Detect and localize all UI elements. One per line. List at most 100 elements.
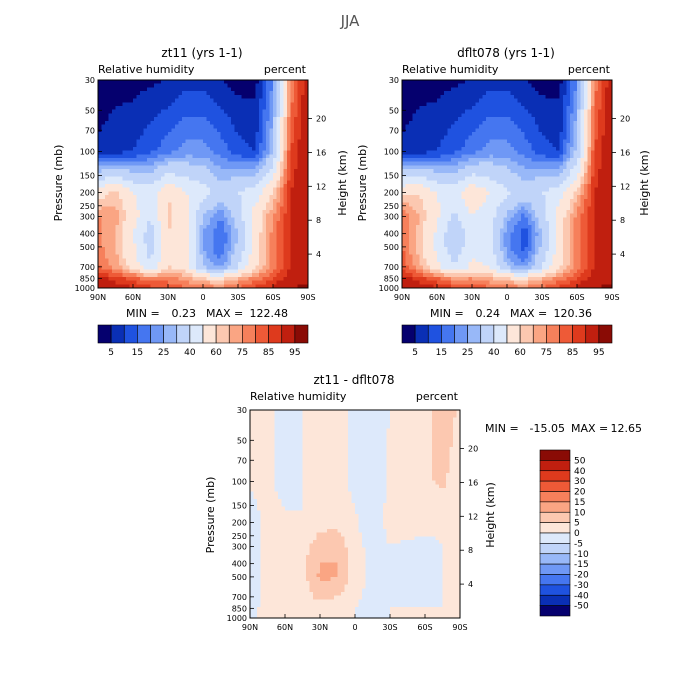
contour-cell: [140, 80, 144, 85]
contour-cell: [259, 284, 263, 289]
contour-cell: [119, 94, 123, 99]
contour-cell: [136, 239, 141, 244]
contour-cell: [461, 109, 466, 114]
contour-cell: [412, 124, 417, 129]
contour-cell: [224, 158, 228, 163]
contour-cell: [294, 213, 298, 218]
contour-cell: [192, 158, 197, 163]
contour-cell: [234, 180, 239, 185]
contour-cell: [168, 172, 172, 177]
contour-cell: [154, 176, 158, 181]
contour-cell: [157, 265, 162, 270]
contour-cell: [203, 143, 207, 148]
contour-cell: [140, 139, 144, 144]
contour-cell: [185, 91, 190, 96]
contour-cell: [563, 146, 567, 151]
contour-cell: [584, 120, 588, 125]
contour-cell: [108, 154, 113, 159]
contour-cell: [510, 83, 515, 88]
contour-cell: [259, 228, 263, 233]
contour-cell: [500, 98, 504, 103]
contour-cell: [196, 172, 200, 177]
contour-cell: [545, 102, 550, 107]
contour-cell: [182, 102, 186, 107]
contour-cell: [552, 106, 557, 111]
contour-cell: [294, 94, 298, 99]
contour-cell: [552, 161, 557, 166]
contour-cell: [213, 221, 218, 226]
contour-cell: [206, 150, 211, 155]
contour-cell: [301, 94, 305, 99]
contour-cell: [227, 154, 232, 159]
contour-cell: [266, 128, 270, 133]
contour-cell: [241, 269, 246, 274]
contour-cell: [133, 224, 137, 229]
contour-cell: [245, 269, 249, 274]
contour-cell: [255, 206, 260, 211]
contour-cell: [213, 146, 218, 151]
contour-cell: [189, 262, 193, 267]
contour-cell: [227, 102, 232, 107]
contour-cell: [426, 139, 431, 144]
contour-cell: [168, 113, 172, 118]
lat-tick-label: 60S: [265, 293, 280, 302]
contour-cell: [210, 139, 214, 144]
contour-cell: [255, 269, 260, 274]
contour-cell: [549, 128, 553, 133]
contour-cell: [182, 146, 186, 151]
contour-cell: [140, 262, 144, 267]
contour-cell: [524, 80, 529, 85]
contour-cell: [234, 273, 239, 278]
contour-cell: [297, 161, 302, 166]
contour-cell: [472, 102, 476, 107]
contour-cell: [559, 139, 564, 144]
contour-cell: [133, 113, 137, 118]
contour-cell: [154, 269, 158, 274]
contour-cell: [182, 128, 186, 133]
contour-cell: [101, 243, 106, 248]
contour-cell: [150, 262, 155, 267]
contour-cell: [140, 106, 144, 111]
contour-cell: [168, 117, 172, 122]
contour-cell: [157, 106, 162, 111]
contour-cell: [224, 265, 228, 270]
contour-cell: [175, 217, 179, 222]
contour-cell: [280, 91, 284, 96]
contour-cell: [234, 265, 239, 270]
contour-cell: [126, 146, 130, 151]
contour-cell: [514, 161, 518, 166]
contour-cell: [451, 165, 455, 170]
contour-cell: [605, 109, 609, 114]
contour-cell: [454, 128, 459, 133]
contour-cell: [301, 146, 305, 151]
contour-cell: [105, 165, 109, 170]
contour-cell: [294, 265, 298, 270]
contour-cell: [231, 262, 235, 267]
contour-cell: [203, 276, 207, 281]
contour-cell: [206, 124, 211, 129]
contour-cell: [227, 247, 232, 252]
contour-cell: [552, 132, 557, 137]
contour-cell: [301, 165, 305, 170]
contour-cell: [570, 117, 574, 122]
contour-cell: [108, 184, 113, 189]
contour-cell: [119, 87, 123, 92]
contour-cell: [196, 91, 200, 96]
contour-cell: [608, 94, 613, 99]
contour-cell: [514, 143, 518, 148]
contour-cell: [154, 198, 158, 203]
contour-cell: [224, 247, 228, 252]
contour-cell: [273, 83, 277, 88]
contour-cell: [129, 91, 134, 96]
contour-cell: [234, 154, 239, 159]
contour-cell: [556, 109, 560, 114]
contour-cell: [301, 87, 305, 92]
contour-cell: [150, 202, 155, 207]
contour-cell: [227, 191, 232, 196]
contour-cell: [234, 83, 239, 88]
contour-cell: [437, 135, 441, 140]
contour-cell: [196, 143, 200, 148]
contour-cell: [161, 191, 165, 196]
contour-cell: [241, 120, 246, 125]
contour-cell: [468, 132, 473, 137]
